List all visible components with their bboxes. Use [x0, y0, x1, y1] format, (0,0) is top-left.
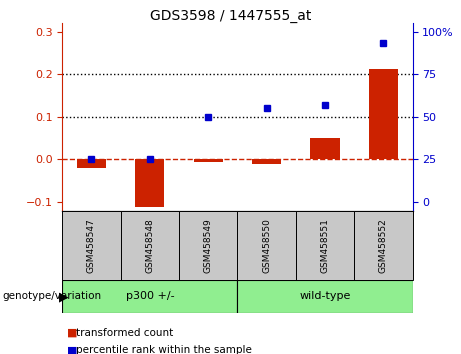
Bar — [77, 159, 106, 168]
Text: GDS3598 / 1447555_at: GDS3598 / 1447555_at — [150, 9, 311, 23]
Text: percentile rank within the sample: percentile rank within the sample — [76, 346, 252, 354]
Bar — [237, 280, 413, 313]
Bar — [252, 159, 281, 164]
Bar — [62, 211, 121, 280]
Bar — [135, 159, 165, 207]
Text: GSM458549: GSM458549 — [204, 218, 213, 273]
Bar — [194, 159, 223, 161]
Text: p300 +/-: p300 +/- — [125, 291, 174, 302]
Text: GSM458548: GSM458548 — [145, 218, 154, 273]
Bar — [310, 138, 340, 159]
Bar — [354, 211, 413, 280]
Bar — [179, 211, 237, 280]
Text: ▶: ▶ — [59, 290, 69, 303]
Text: GSM458550: GSM458550 — [262, 218, 271, 273]
Bar — [369, 69, 398, 159]
Text: genotype/variation: genotype/variation — [2, 291, 101, 302]
Text: wild-type: wild-type — [299, 291, 351, 302]
Bar — [121, 211, 179, 280]
Text: GSM458551: GSM458551 — [320, 218, 330, 273]
Text: GSM458547: GSM458547 — [87, 218, 96, 273]
Text: ■: ■ — [67, 328, 77, 338]
Text: transformed count: transformed count — [76, 328, 173, 338]
Text: ■: ■ — [67, 346, 77, 354]
Text: GSM458552: GSM458552 — [379, 218, 388, 273]
Bar — [62, 280, 237, 313]
Bar — [237, 211, 296, 280]
Bar — [296, 211, 354, 280]
